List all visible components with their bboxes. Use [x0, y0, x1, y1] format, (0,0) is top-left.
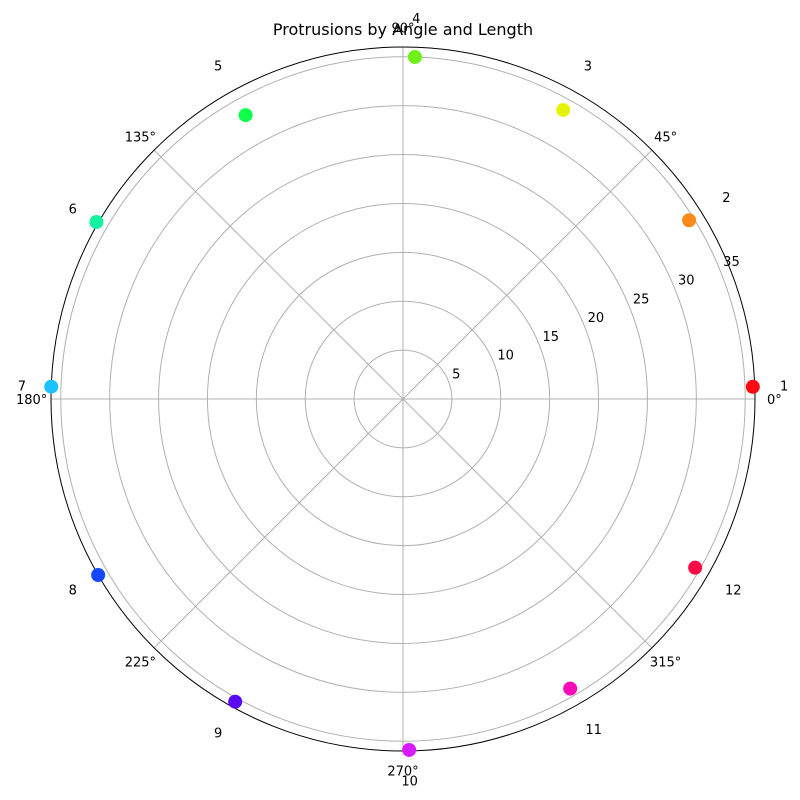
- radial-tick-label: 20: [588, 311, 605, 326]
- angular-gridline-45: [402, 149, 653, 400]
- data-point-5: [238, 108, 253, 123]
- radial-tick-label: 5: [452, 367, 460, 382]
- data-point-2: [682, 213, 697, 228]
- radial-tick-label: 10: [497, 349, 514, 364]
- point-label-2: 2: [722, 191, 730, 206]
- data-point-9: [228, 694, 243, 709]
- angle-tick-label: 315°: [650, 656, 681, 671]
- radial-tick-label: 15: [543, 330, 560, 345]
- angle-tick-label: 45°: [654, 130, 677, 145]
- point-label-12: 12: [725, 584, 742, 599]
- point-label-1: 1: [780, 380, 788, 395]
- point-label-11: 11: [585, 723, 602, 738]
- data-point-1: [745, 379, 760, 394]
- angular-gridline-135: [153, 149, 404, 400]
- angle-tick-label: 135°: [125, 130, 156, 145]
- radial-tick-label: 30: [678, 274, 695, 289]
- angular-gridline-315: [402, 398, 653, 649]
- point-label-3: 3: [584, 59, 592, 74]
- data-point-10: [402, 742, 417, 757]
- data-point-11: [563, 681, 578, 696]
- point-label-10: 10: [401, 774, 418, 789]
- data-point-6: [89, 215, 104, 230]
- point-label-8: 8: [69, 584, 77, 599]
- chart-title: Protrusions by Angle and Length: [272, 20, 534, 39]
- angle-tick-label: 90°: [391, 22, 414, 37]
- point-label-6: 6: [69, 202, 77, 217]
- radial-tick-label: 35: [723, 255, 740, 270]
- angle-tick-label: 0°: [767, 393, 782, 408]
- data-point-8: [91, 568, 106, 582]
- data-point-4: [407, 49, 422, 64]
- data-point-7: [44, 379, 59, 394]
- data-point-12: [688, 560, 703, 575]
- angular-gridline-225: [153, 398, 404, 649]
- data-point-3: [556, 102, 571, 117]
- angle-tick-label: 180°: [16, 393, 47, 408]
- angle-tick-label: 225°: [125, 656, 156, 671]
- angle-tick-label: 270°: [387, 764, 418, 779]
- point-label-4: 4: [412, 12, 420, 27]
- point-label-9: 9: [214, 727, 222, 742]
- radial-tick-label: 25: [633, 292, 650, 307]
- point-label-7: 7: [18, 380, 26, 395]
- point-label-5: 5: [214, 59, 222, 74]
